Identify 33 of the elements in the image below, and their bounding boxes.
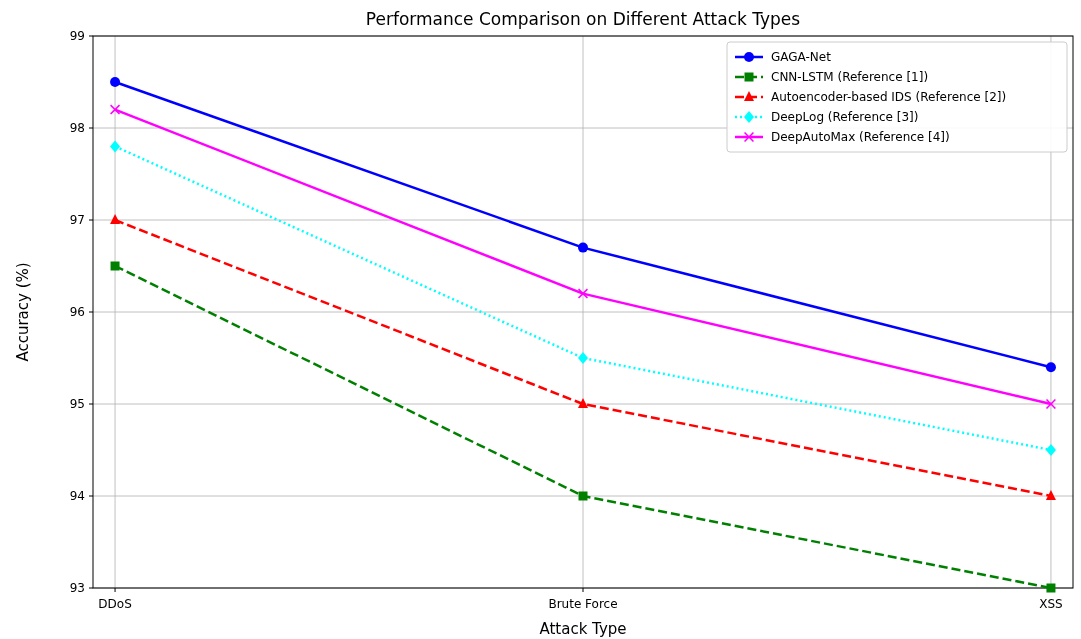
point	[1045, 399, 1056, 409]
y-axis-title: Accuracy (%)	[14, 262, 32, 362]
y-tick-label: 98	[69, 121, 85, 136]
legend-label: GAGA-Net	[771, 50, 832, 65]
x-tick-label: Brute Force	[548, 597, 618, 611]
y-tick-label: 95	[69, 397, 85, 412]
y-tick-label: 93	[69, 581, 85, 596]
chart-title: Performance Comparison on Different Attack Types	[365, 9, 801, 29]
point	[110, 77, 121, 87]
x-tick-label: XSS	[1039, 597, 1063, 611]
x-axis-title: Attack Type	[539, 620, 627, 638]
point	[578, 288, 588, 299]
legend-label: DeepLog (Reference [3])	[771, 110, 919, 125]
x-tick-label: DDoS	[98, 597, 132, 611]
legend-label: CNN-LSTM (Reference [1])	[771, 70, 929, 85]
point	[578, 242, 588, 253]
point	[578, 352, 588, 364]
point	[578, 491, 588, 501]
legend-label: Autoencoder-based IDS (Reference [2])	[771, 90, 1007, 105]
legend-label: DeepAutoMax (Reference [4])	[771, 130, 950, 145]
point	[1046, 583, 1056, 593]
point	[110, 261, 120, 271]
y-tick-label: 96	[69, 305, 85, 320]
point	[110, 214, 121, 224]
y-tick-label: 94	[69, 489, 85, 504]
point	[578, 398, 588, 408]
point	[110, 140, 121, 153]
y-tick-label: 97	[69, 213, 85, 228]
point	[1045, 444, 1056, 456]
y-tick-label: 99	[69, 29, 85, 44]
point	[1045, 362, 1056, 373]
point	[110, 104, 121, 115]
point	[1045, 490, 1056, 500]
